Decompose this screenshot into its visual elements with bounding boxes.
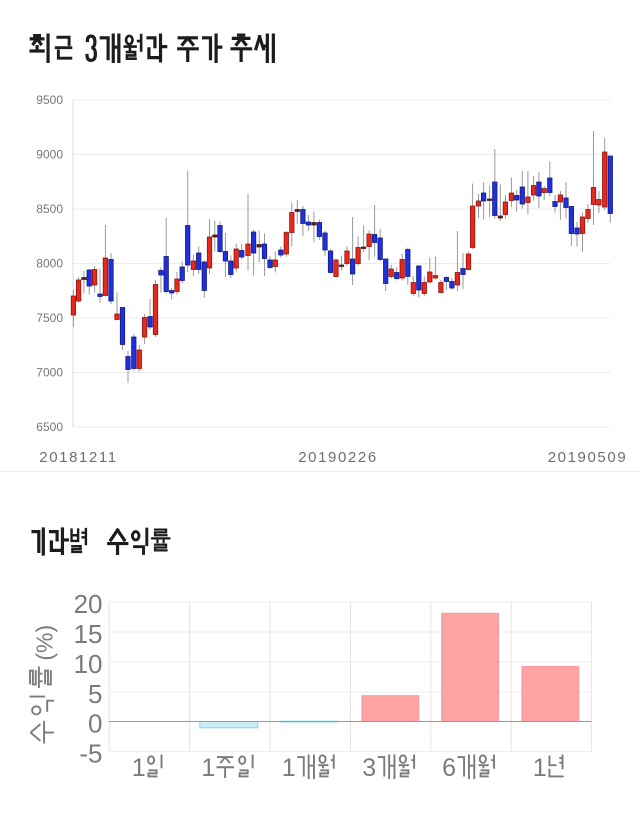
svg-text:-5: -5 <box>79 739 102 769</box>
svg-text:20190226: 20190226 <box>298 449 378 466</box>
svg-text:5: 5 <box>88 679 102 709</box>
svg-text:9500: 9500 <box>36 93 63 107</box>
svg-text:6500: 6500 <box>36 420 63 434</box>
svg-text:7000: 7000 <box>36 366 63 380</box>
svg-text:9000: 9000 <box>36 148 63 162</box>
svg-text:1: 1 <box>282 754 296 782</box>
svg-text:20190509: 20190509 <box>548 449 628 466</box>
svg-text:10: 10 <box>74 649 103 679</box>
svg-text:20: 20 <box>74 589 103 619</box>
svg-text:(%): (%) <box>32 625 58 661</box>
svg-text:20181211: 20181211 <box>39 449 117 466</box>
svg-text:8000: 8000 <box>36 257 63 271</box>
svg-text:7500: 7500 <box>36 311 63 325</box>
svg-text:1: 1 <box>201 754 215 782</box>
svg-text:15: 15 <box>74 619 103 649</box>
svg-text:1: 1 <box>533 754 547 782</box>
svg-text:8500: 8500 <box>36 202 63 216</box>
svg-text:3: 3 <box>362 754 376 782</box>
svg-text:0: 0 <box>88 709 102 739</box>
svg-text:6: 6 <box>442 754 456 782</box>
svg-text:1: 1 <box>132 754 146 782</box>
